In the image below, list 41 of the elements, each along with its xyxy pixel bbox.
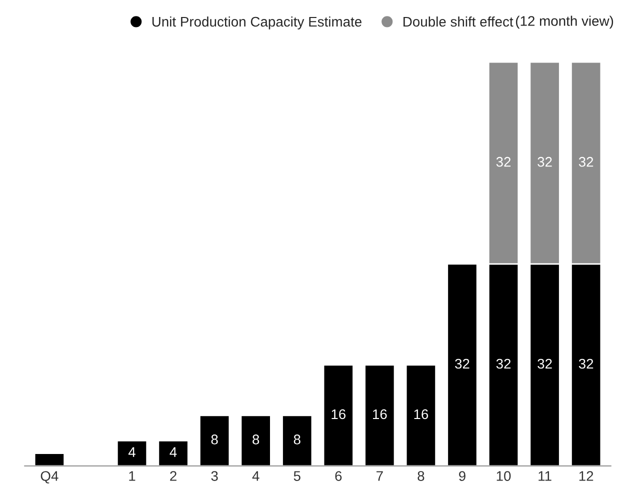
legend-label: Double shift effect	[404, 16, 514, 27]
data-label: 32	[578, 358, 594, 369]
bar	[405, 364, 437, 466]
x-tick-label: 1	[129, 471, 136, 481]
data-label: 4	[128, 447, 136, 457]
x-tick-label: 7	[376, 471, 383, 481]
bar	[282, 414, 313, 466]
data-label: 8	[294, 434, 300, 444]
data-label: 16	[414, 409, 428, 420]
data-label: 32	[578, 156, 594, 167]
data-label: 32	[496, 358, 511, 369]
bar	[446, 263, 478, 466]
data-label: 16	[373, 409, 387, 420]
x-tick-label: 3	[211, 471, 218, 481]
x-tick-label: 11	[538, 471, 552, 481]
x-tick-label: 5	[294, 471, 300, 481]
bar	[116, 440, 148, 466]
x-tick-label: 4	[252, 471, 260, 481]
legend-label: Unit Production Capacity Estimate	[152, 16, 362, 30]
x-tick-label: 8	[418, 471, 424, 481]
bar	[199, 414, 230, 466]
x-tick-label: 6	[335, 471, 342, 481]
x-tick-label: 2	[170, 471, 176, 481]
data-label: 8	[211, 434, 218, 444]
data-label: 8	[252, 434, 260, 444]
chart-subtitle: (12 month view)	[516, 16, 614, 29]
data-label: 32	[496, 156, 511, 167]
x-tick-label: 9	[459, 471, 466, 481]
data-label: 32	[455, 358, 470, 369]
x-tick-label: 12	[579, 471, 594, 481]
bar	[158, 440, 189, 466]
data-label: 4	[170, 447, 177, 457]
x-tick-label: Q4	[40, 471, 58, 484]
data-label: 32	[538, 358, 552, 369]
bar	[240, 414, 272, 466]
bar	[34, 452, 65, 466]
bar	[364, 364, 396, 466]
data-label: 16	[332, 409, 346, 420]
x-tick-label: 10	[496, 471, 511, 481]
data-label: 32	[538, 156, 552, 167]
bar	[322, 364, 354, 466]
